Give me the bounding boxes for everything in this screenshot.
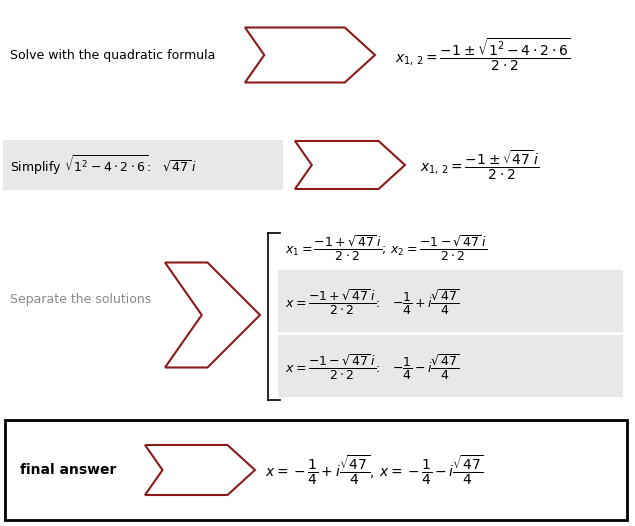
Bar bbox=[5, 420, 627, 520]
Text: $x = \dfrac{-1 + \sqrt{47}\,i}{2 \cdot 2}$:   $-\dfrac{1}{4} + i\dfrac{\sqrt{47}: $x = \dfrac{-1 + \sqrt{47}\,i}{2 \cdot 2… bbox=[285, 287, 460, 317]
Bar bbox=[278, 335, 623, 397]
Bar bbox=[3, 140, 283, 190]
Text: final answer: final answer bbox=[20, 463, 116, 477]
Text: Solve with the quadratic formula: Solve with the quadratic formula bbox=[10, 48, 215, 62]
Polygon shape bbox=[245, 27, 375, 83]
Text: $x_{1,\,2} = \dfrac{-1 \pm \sqrt{47}\,i}{2 \cdot 2}$: $x_{1,\,2} = \dfrac{-1 \pm \sqrt{47}\,i}… bbox=[420, 148, 540, 181]
Text: $x = -\dfrac{1}{4} + i\dfrac{\sqrt{47}}{4},\, x = -\dfrac{1}{4} - i\dfrac{\sqrt{: $x = -\dfrac{1}{4} + i\dfrac{\sqrt{47}}{… bbox=[265, 453, 484, 487]
Polygon shape bbox=[165, 262, 260, 368]
Text: $x_1 = \dfrac{-1 + \sqrt{47}\,i}{2 \cdot 2};\, x_2 = \dfrac{-1 - \sqrt{47}\,i}{2: $x_1 = \dfrac{-1 + \sqrt{47}\,i}{2 \cdot… bbox=[285, 233, 488, 263]
Text: $x_{1,\,2} = \dfrac{-1 \pm \sqrt{1^2 - 4 \cdot 2 \cdot 6}}{2 \cdot 2}$: $x_{1,\,2} = \dfrac{-1 \pm \sqrt{1^2 - 4… bbox=[395, 37, 571, 73]
Polygon shape bbox=[295, 141, 405, 189]
Polygon shape bbox=[145, 445, 255, 495]
Bar bbox=[278, 270, 623, 332]
Text: Simplify $\sqrt{1^2 - 4 \cdot 2 \cdot 6}$:   $\sqrt{47}\,i$: Simplify $\sqrt{1^2 - 4 \cdot 2 \cdot 6}… bbox=[10, 153, 197, 177]
Text: Separate the solutions: Separate the solutions bbox=[10, 294, 151, 307]
Text: $x = \dfrac{-1 - \sqrt{47}\,i}{2 \cdot 2}$:   $-\dfrac{1}{4} - i\dfrac{\sqrt{47}: $x = \dfrac{-1 - \sqrt{47}\,i}{2 \cdot 2… bbox=[285, 352, 460, 382]
